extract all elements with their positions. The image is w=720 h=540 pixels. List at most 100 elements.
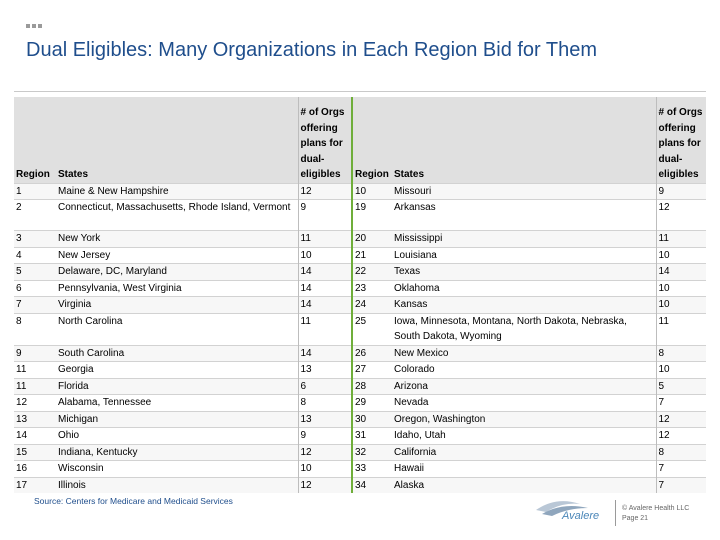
states-right-cell: Iowa, Minnesota, Montana, North Dakota, … — [394, 315, 627, 343]
table-row: 15 Indiana, Kentucky 12 32 California 8 — [14, 444, 706, 461]
region-left-cell: 13 — [16, 413, 28, 425]
orgs-right-cell: 14 — [655, 263, 706, 280]
states-left-cell: Delaware, DC, Maryland — [58, 266, 167, 277]
orgs-left-cell: 9 — [297, 427, 352, 444]
orgs-right-cell: 5 — [655, 378, 706, 395]
orgs-right-cell: 10 — [655, 247, 706, 264]
states-right-cell: Texas — [394, 266, 421, 277]
table-row: 3 New York 11 20 Mississippi 11 — [14, 230, 706, 247]
orgs-left-cell: 14 — [297, 280, 352, 297]
table-row: 14 Ohio 9 31 Idaho, Utah 12 — [14, 427, 706, 444]
table-row: 13 Michigan 13 30 Oregon, Washington 12 — [14, 411, 706, 428]
states-left-cell: Georgia — [58, 364, 94, 375]
states-right-cell: Louisiana — [394, 249, 437, 261]
header-region-right: Region — [351, 97, 392, 183]
region-right-cell: 21 — [351, 247, 392, 264]
states-right-cell: Alaska — [394, 479, 425, 491]
table-row: 12 Alabama, Tennessee 8 29 Nevada 7 — [14, 394, 706, 411]
orgs-right-cell: 10 — [655, 280, 706, 297]
copyright-text: © Avalere Health LLC — [622, 505, 690, 512]
region-left-cell: 7 — [16, 299, 22, 310]
orgs-right-cell: 12 — [655, 199, 706, 231]
orgs-right-cell: 8 — [655, 345, 706, 362]
states-right-cell: Arkansas — [394, 202, 436, 213]
header-orgs-left: # of Orgs offering plans for dual-eligib… — [297, 97, 352, 183]
orgs-left-cell: 12 — [297, 444, 352, 461]
orgs-right-cell: 11 — [655, 313, 706, 345]
states-right-cell: Nevada — [394, 397, 429, 408]
states-right-cell: Oregon, Washington — [394, 413, 486, 425]
states-left-cell: North Carolina — [58, 315, 123, 327]
region-right-cell: 29 — [351, 394, 392, 411]
orgs-right-cell: 11 — [655, 230, 706, 247]
region-right-cell: 25 — [351, 313, 392, 345]
page-number: Page 21 — [622, 515, 649, 522]
states-left-cell: Wisconsin — [58, 463, 104, 474]
title-decoration — [26, 24, 42, 28]
states-left-cell: Virginia — [58, 299, 92, 310]
orgs-left-cell: 8 — [297, 394, 352, 411]
region-right-cell: 23 — [351, 280, 392, 297]
table-row: 6 Pennsylvania, West Virginia 14 23 Oklahoma… — [14, 280, 706, 297]
region-right-cell: 24 — [351, 296, 392, 313]
table-row: 2 Connecticut, Massachusetts, Rhode Islan… — [14, 199, 706, 231]
table-row: 16 Wisconsin 10 33 Hawaii 7 — [14, 460, 706, 477]
orgs-left-cell: 13 — [297, 411, 352, 428]
logo-text: Avalere — [562, 510, 600, 522]
footer-copyright: © Avalere Health LLC Page 21 — [622, 504, 689, 524]
orgs-left-cell: 12 — [297, 477, 352, 493]
states-left-cell: Ohio — [58, 430, 80, 441]
table-row: 7 Virginia 14 24 Kansas 10 — [14, 296, 706, 313]
states-right-cell: California — [394, 446, 437, 458]
states-right-cell: New Mexico — [394, 347, 449, 359]
states-right-cell: Kansas — [394, 299, 428, 310]
orgs-left-cell: 9 — [297, 199, 352, 231]
table-row: 4 New Jersey 10 21 Louisiana 10 — [14, 247, 706, 264]
region-left-cell: 11 — [16, 364, 27, 375]
table-row: 11 Georgia 13 27 Colorado 10 — [14, 361, 706, 378]
states-left-cell: Maine & New Hampshire — [58, 185, 169, 197]
region-right-cell: 20 — [351, 230, 392, 247]
states-left-cell: New Jersey — [58, 249, 111, 261]
states-left-cell: Alabama, Tennessee — [58, 397, 152, 408]
orgs-left-cell: 14 — [297, 345, 352, 362]
region-left-cell: 9 — [16, 347, 22, 359]
region-right-cell: 32 — [351, 444, 392, 461]
states-left-cell: Illinois — [58, 479, 86, 491]
orgs-left-cell: 11 — [297, 230, 352, 247]
orgs-right-cell: 10 — [655, 361, 706, 378]
region-left-cell: 12 — [16, 397, 28, 408]
region-left-cell: 11 — [16, 380, 27, 392]
states-left-cell: Connecticut, Massachusetts, Rhode Island… — [58, 202, 291, 213]
region-left-cell: 17 — [16, 479, 28, 491]
region-right-cell: 22 — [351, 263, 392, 280]
orgs-left-cell: 13 — [297, 361, 352, 378]
title-divider — [14, 91, 706, 92]
states-right-cell: Missouri — [394, 185, 432, 197]
states-right-cell: Hawaii — [394, 463, 425, 474]
states-left-cell: Pennsylvania, West Virginia — [58, 282, 182, 294]
orgs-right-cell: 7 — [655, 394, 706, 411]
orgs-left-cell: 10 — [297, 460, 352, 477]
orgs-left-cell: 11 — [297, 313, 352, 345]
region-right-cell: 34 — [351, 477, 392, 493]
orgs-left-cell: 10 — [297, 247, 352, 264]
region-right-cell: 19 — [351, 199, 392, 231]
region-left-cell: 3 — [16, 233, 22, 244]
region-left-cell: 1 — [16, 185, 22, 197]
header-states-left: States — [58, 169, 89, 180]
region-right-cell: 10 — [351, 183, 392, 200]
header-states-right: States — [394, 169, 425, 180]
avalere-logo-icon — [536, 501, 588, 516]
orgs-right-cell: 10 — [655, 296, 706, 313]
table-row: 1 Maine & New Hampshire 12 10 Missouri 9 — [14, 183, 706, 200]
states-left-cell: Michigan — [58, 413, 99, 425]
states-right-cell: Arizona — [394, 380, 428, 392]
region-right-cell: 28 — [351, 378, 392, 395]
region-left-cell: 2 — [16, 202, 22, 213]
footer-divider — [615, 500, 616, 526]
region-left-cell: 14 — [16, 430, 28, 441]
table-row: 9 South Carolina 14 26 New Mexico 8 — [14, 345, 706, 362]
orgs-right-cell: 12 — [655, 427, 706, 444]
region-left-cell: 15 — [16, 446, 28, 458]
